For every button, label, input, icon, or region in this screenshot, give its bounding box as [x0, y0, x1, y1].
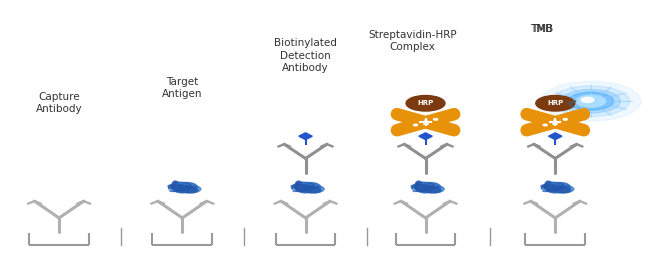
Ellipse shape	[174, 183, 187, 192]
Ellipse shape	[168, 185, 191, 190]
Circle shape	[536, 95, 575, 111]
Ellipse shape	[291, 185, 314, 190]
Ellipse shape	[303, 183, 321, 192]
Text: HRP: HRP	[417, 100, 434, 106]
Ellipse shape	[172, 181, 180, 192]
Circle shape	[541, 81, 641, 121]
Ellipse shape	[177, 182, 197, 191]
Ellipse shape	[295, 181, 304, 192]
Text: A: A	[422, 118, 428, 127]
Ellipse shape	[541, 185, 564, 190]
Ellipse shape	[556, 184, 566, 192]
Polygon shape	[549, 133, 562, 140]
Ellipse shape	[183, 186, 201, 193]
Ellipse shape	[412, 183, 429, 191]
Ellipse shape	[541, 183, 558, 191]
Ellipse shape	[419, 185, 430, 193]
Ellipse shape	[176, 185, 187, 193]
Polygon shape	[299, 133, 312, 140]
Ellipse shape	[421, 182, 440, 191]
Circle shape	[424, 121, 428, 123]
Polygon shape	[419, 133, 432, 140]
Text: HRP: HRP	[547, 100, 564, 106]
Ellipse shape	[297, 183, 311, 192]
Ellipse shape	[545, 181, 553, 192]
Ellipse shape	[551, 182, 570, 191]
Ellipse shape	[183, 184, 194, 192]
Ellipse shape	[549, 185, 560, 193]
Ellipse shape	[306, 186, 324, 193]
Text: TMB: TMB	[531, 24, 553, 34]
Circle shape	[581, 97, 594, 102]
Text: Biotinylated
Detection
Antibody: Biotinylated Detection Antibody	[274, 38, 337, 73]
Circle shape	[543, 124, 547, 126]
Ellipse shape	[292, 183, 309, 191]
Ellipse shape	[417, 183, 430, 192]
Ellipse shape	[411, 185, 434, 190]
Text: Capture
Antibody: Capture Antibody	[36, 92, 83, 114]
Text: Streptavidin-HRP
Complex: Streptavidin-HRP Complex	[369, 30, 457, 53]
Circle shape	[568, 92, 614, 110]
Ellipse shape	[300, 182, 320, 191]
Ellipse shape	[414, 185, 441, 193]
Ellipse shape	[552, 183, 571, 192]
Ellipse shape	[555, 186, 574, 193]
Ellipse shape	[307, 184, 317, 192]
Ellipse shape	[426, 184, 437, 192]
Text: A: A	[552, 118, 558, 127]
Circle shape	[562, 89, 621, 113]
Ellipse shape	[168, 183, 185, 191]
Circle shape	[553, 121, 557, 123]
Ellipse shape	[415, 181, 424, 192]
Ellipse shape	[300, 185, 310, 193]
Text: TMB: TMB	[530, 24, 552, 34]
Ellipse shape	[179, 183, 198, 192]
Circle shape	[564, 119, 567, 120]
Ellipse shape	[547, 183, 560, 192]
Ellipse shape	[171, 185, 198, 193]
Circle shape	[552, 86, 629, 116]
Ellipse shape	[426, 186, 444, 193]
Circle shape	[406, 95, 445, 111]
Text: Target
Antigen: Target Antigen	[162, 76, 203, 99]
Circle shape	[434, 119, 437, 120]
Circle shape	[576, 95, 606, 107]
Ellipse shape	[294, 185, 321, 193]
Ellipse shape	[544, 185, 571, 193]
Circle shape	[413, 124, 417, 126]
Ellipse shape	[423, 183, 441, 192]
